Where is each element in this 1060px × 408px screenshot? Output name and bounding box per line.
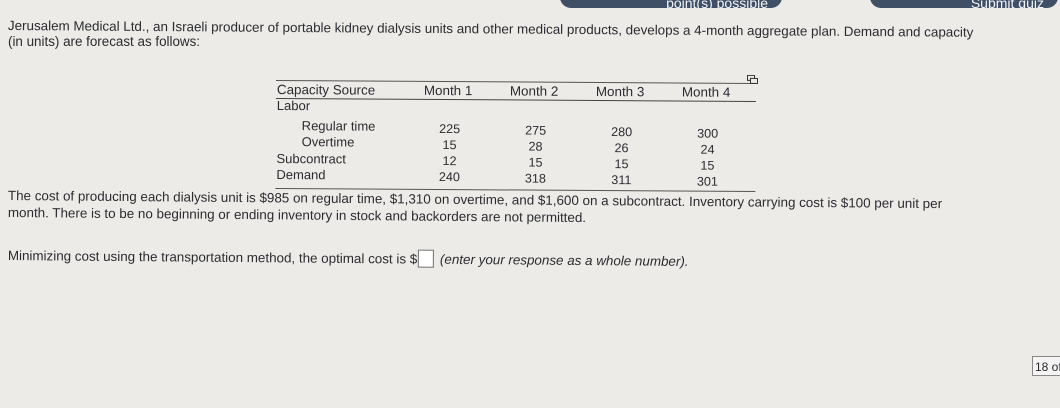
- demand-month-4: 301: [696, 174, 718, 189]
- regular-month-3: 280: [611, 125, 633, 140]
- row-label-regular-time: Regular time: [301, 118, 376, 134]
- overtime-month-4: 24: [700, 142, 715, 157]
- header-month-2: Month 2: [509, 83, 559, 99]
- regular-month-1: 225: [439, 122, 461, 137]
- subcontract-month-3: 15: [614, 157, 629, 172]
- question-line: Minimizing cost using the transportation…: [8, 242, 689, 269]
- row-label-labor: Labor: [276, 98, 311, 114]
- header-month-1: Month 1: [423, 82, 473, 99]
- header-capacity-source: Capacity Source: [276, 82, 376, 98]
- header-month-3: Month 3: [595, 83, 645, 100]
- answer-input[interactable]: [418, 249, 435, 268]
- submit-quiz-button[interactable]: Submit quiz: [870, 0, 1058, 8]
- row-label-overtime: Overtime: [301, 134, 355, 150]
- subcontract-month-2: 15: [528, 155, 543, 170]
- row-label-demand: Demand: [276, 167, 326, 183]
- overtime-month-3: 26: [614, 141, 629, 156]
- top-bar: point(s) possible Submit quiz: [0, 0, 1060, 14]
- subcontract-month-4: 15: [700, 158, 715, 173]
- overtime-month-2: 28: [528, 139, 543, 154]
- demand-month-2: 318: [524, 171, 546, 186]
- question-info-pill: point(s) possible: [560, 0, 782, 8]
- overtime-month-1: 15: [442, 138, 457, 153]
- cost-line-2: month. There is to be no beginning or en…: [7, 205, 587, 226]
- row-label-subcontract: Subcontract: [276, 151, 346, 167]
- intro-line-2: (in units) are forecast as follows:: [8, 34, 201, 49]
- submit-quiz-label: Submit quiz: [970, 0, 1044, 8]
- demand-month-1: 240: [438, 170, 460, 185]
- regular-month-4: 300: [697, 126, 719, 141]
- page-counter: 18 of: [1032, 356, 1060, 376]
- answer-hint: (enter your response as a whole number).: [439, 251, 689, 269]
- subcontract-month-1: 12: [442, 154, 457, 169]
- copy-icon[interactable]: [746, 74, 759, 84]
- demand-month-3: 311: [611, 173, 632, 188]
- regular-month-2: 275: [525, 123, 547, 138]
- header-month-4: Month 4: [681, 84, 731, 100]
- capacity-table: Capacity Source Month 1 Month 2 Month 3 …: [273, 74, 760, 199]
- points-possible-label: point(s) possible: [666, 0, 768, 8]
- question-prefix: Minimizing cost using the transportation…: [7, 247, 418, 267]
